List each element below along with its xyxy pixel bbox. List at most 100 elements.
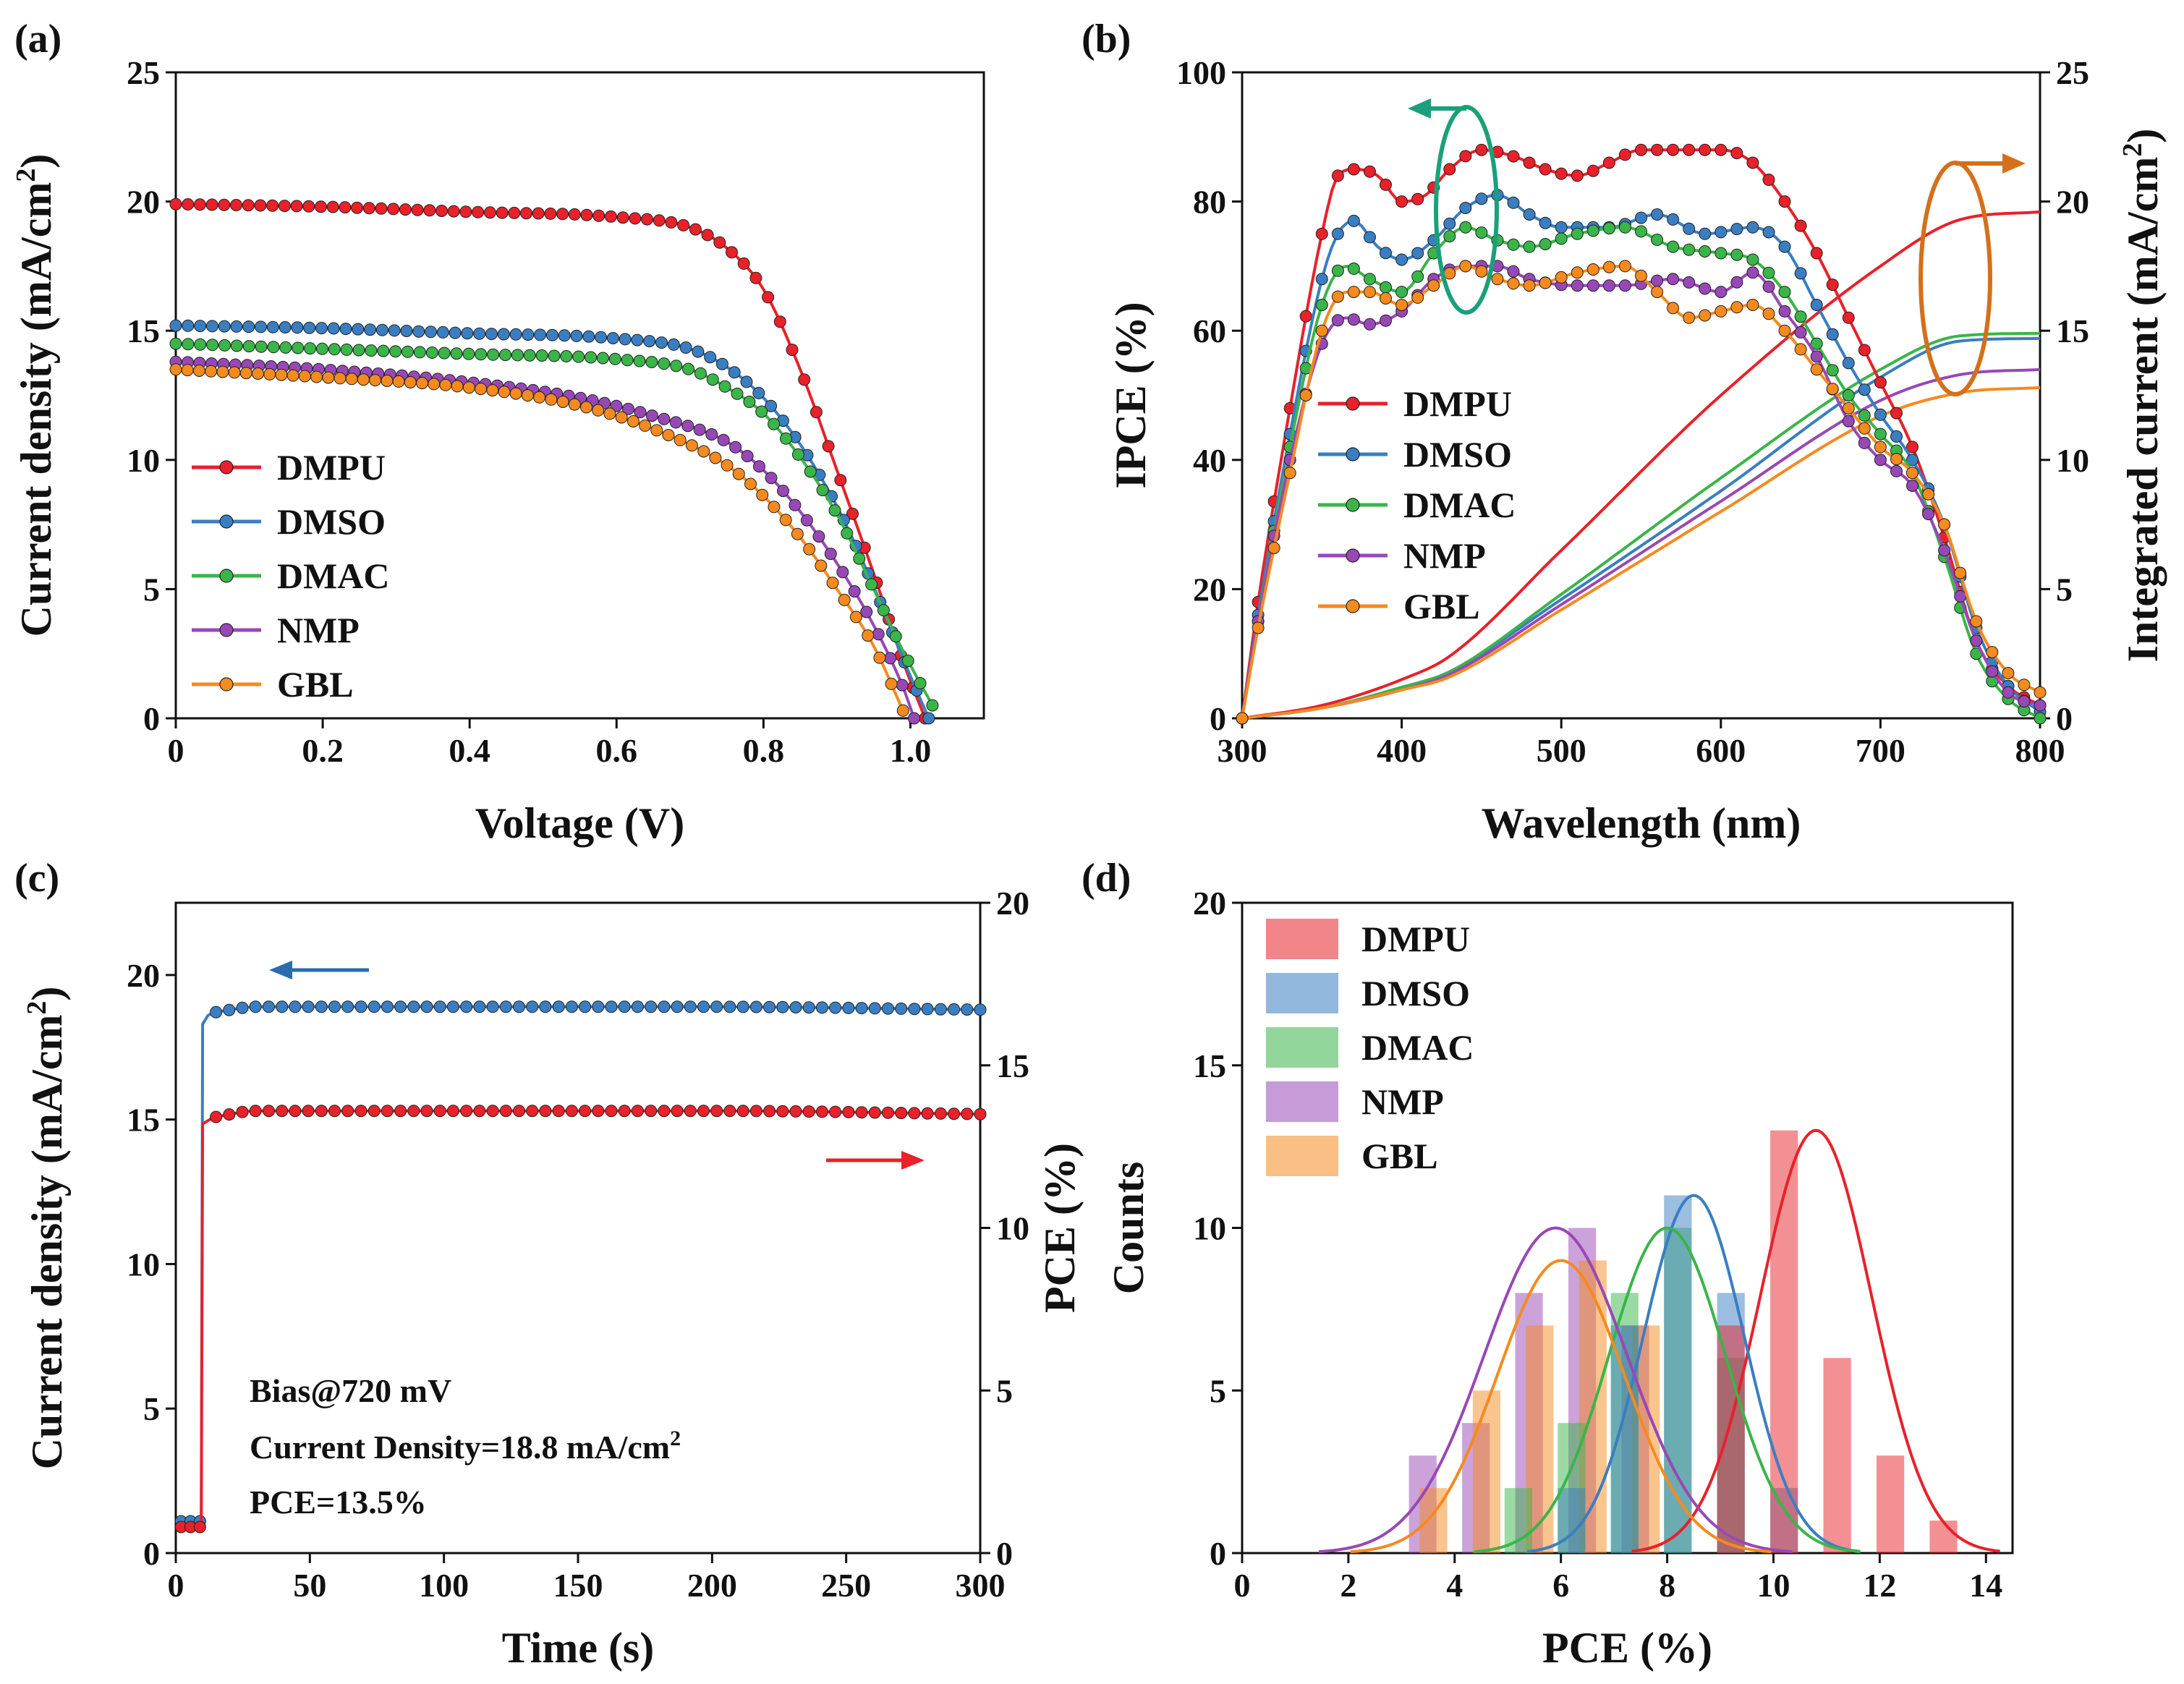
a-dmac-marker [242, 340, 255, 353]
c-current-marker [684, 1000, 697, 1013]
a-xtick-label: 0.6 [596, 732, 638, 769]
a-gbl-marker [732, 467, 745, 480]
a-dmso-marker [461, 327, 474, 340]
c-pce-marker [394, 1105, 407, 1118]
panel-a: (a) 0 0.2 0.4 0.6 0.8 1.0 0 5 10 15 20 25 Voltage (V… [11, 17, 985, 847]
a-dmso-marker [375, 323, 388, 336]
b-ipce-nmp-marker [1922, 508, 1935, 521]
b-ipce-nmp-marker [1380, 314, 1392, 327]
c-pce-marker [579, 1105, 592, 1118]
a-gbl-marker [275, 368, 288, 381]
b-ipce-dmpu-marker [1635, 143, 1647, 156]
b-y2tick-label: 20 [2056, 184, 2089, 221]
a-dmpu-marker [846, 507, 859, 520]
b-ipce-dmpu-marker [1715, 143, 1728, 156]
c-current-marker [671, 1000, 684, 1013]
d-ytick-label: 0 [1210, 1535, 1226, 1572]
c-current-marker [513, 1000, 525, 1013]
b-ytick-label: 0 [1210, 700, 1226, 737]
b-ipce-dmso-marker [1906, 454, 1919, 467]
b-ipce-gbl-marker [1651, 286, 1664, 299]
a-nmp-marker [634, 406, 647, 419]
a-dmac-marker [743, 396, 756, 408]
b-ipce-dmpu-marker [1299, 310, 1312, 323]
a-dmac-marker [682, 362, 694, 375]
a-gbl-marker [815, 559, 828, 572]
c-pce-marker [420, 1105, 433, 1118]
b-ipce-dmac-marker [1699, 245, 1712, 258]
a-dmac-marker [450, 347, 463, 360]
a-dmpu-marker [822, 440, 835, 453]
b-ipce-gbl-marker [1970, 615, 1983, 628]
c-current-marker [934, 1003, 947, 1016]
b-ipce-dmac-marker [1826, 364, 1839, 377]
c-current-marker [631, 1000, 644, 1013]
c-current-marker [236, 1001, 249, 1014]
c-pce-marker [276, 1105, 289, 1118]
a-nmp-marker [741, 450, 754, 462]
current-density-annotation-sup: 2 [670, 1426, 681, 1450]
a-dmpu-marker [556, 208, 569, 221]
b-ipce-dmac-marker [1842, 389, 1855, 401]
a-nmp-legend-text: NMP [277, 610, 360, 650]
b-ipce-dmpu-marker [1523, 156, 1536, 169]
c-current-marker [645, 1000, 658, 1013]
a-ytick-label: 20 [127, 184, 160, 221]
c-current-marker [579, 1000, 592, 1013]
a-gbl-marker [404, 376, 417, 388]
b-ipce-gbl-marker [1618, 260, 1631, 273]
b-ipce-nmp-marker [1858, 436, 1871, 449]
a-dmso-marker [255, 320, 267, 333]
a-gbl-marker [192, 365, 205, 377]
a-gbl-marker [603, 407, 616, 420]
a-dmpu-marker [375, 202, 388, 215]
c-y2tick-label: 0 [996, 1535, 1013, 1572]
b-ipce-dmpu-marker [1507, 150, 1520, 163]
a-gbl-marker [263, 367, 276, 380]
a-dmso-marker [655, 336, 668, 349]
b-ipce-nmp-marker [1699, 282, 1712, 295]
b-ipce-gbl-marker [1890, 453, 1903, 466]
a-dmpu-marker [713, 236, 726, 249]
d-dmso-bar [1610, 1325, 1639, 1553]
a-gbl-marker [475, 383, 488, 396]
c-current-marker [605, 1000, 618, 1013]
a-dmso-marker [327, 322, 340, 335]
a-nmp-marker [884, 652, 897, 665]
b-ipce-gbl-marker [1459, 260, 1472, 273]
a-dmpu-marker [242, 199, 255, 212]
b-ipce-nmp-marker [1602, 279, 1615, 292]
a-nmp-marker [860, 605, 873, 618]
a-dmpu-marker [423, 204, 436, 217]
a-dmso-marker [558, 329, 571, 342]
a-dmso-marker [606, 332, 619, 344]
a-gbl-marker [369, 374, 382, 387]
a-dmpu-legend-marker [219, 460, 234, 475]
a-dmac-marker [255, 340, 268, 353]
b-ytick-label: 100 [1176, 54, 1226, 91]
a-dmso-marker [242, 320, 255, 333]
a-nmp-marker [824, 548, 837, 561]
c-y2tick-label: 15 [996, 1047, 1029, 1084]
a-dmac-marker [292, 341, 305, 354]
a-dmpu-marker [653, 214, 666, 227]
c-current-marker [961, 1003, 974, 1016]
a-gbl-marker [721, 459, 734, 472]
a-nmp-marker [896, 679, 909, 692]
b-ipce-gbl-marker [1874, 441, 1887, 454]
b-dmpu-legend-text: DMPU [1403, 383, 1512, 424]
a-nmp-marker [729, 441, 742, 454]
a-dmpu-marker [798, 373, 811, 386]
b-ipce-dmpu-marker [1810, 247, 1823, 260]
c-current-marker [789, 1001, 802, 1013]
a-gbl-legend-marker [219, 677, 234, 692]
c-xtick-label: 150 [553, 1567, 603, 1604]
a-dmpu-marker [387, 203, 400, 216]
b-ipce-dmso-marker [1443, 217, 1456, 230]
a-gbl-marker [580, 401, 592, 414]
a-dmso-marker [182, 319, 195, 332]
c-current-marker [341, 1000, 354, 1013]
a-gbl-marker [873, 651, 886, 664]
b-ipce-dmso-marker [1315, 273, 1328, 286]
